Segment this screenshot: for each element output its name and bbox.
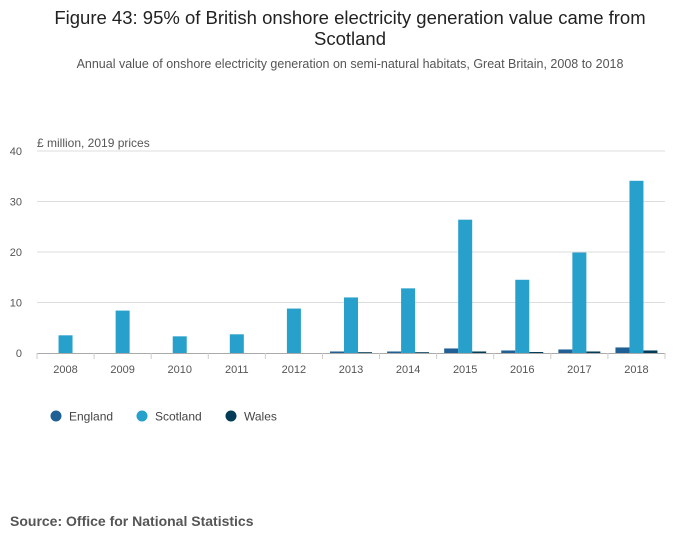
legend-swatch-scotland (136, 410, 148, 422)
bar-scotland-2018 (629, 180, 644, 353)
y-tick-label: 30 (10, 197, 22, 209)
y-axis-label: £ million, 2019 prices (37, 136, 150, 150)
x-tick-label: 2009 (110, 364, 134, 376)
x-tick-label: 2013 (339, 364, 363, 376)
bar-wales-2013 (358, 352, 372, 353)
bar-england-2015 (444, 348, 459, 353)
x-tick-label: 2018 (624, 364, 648, 376)
chart-title-line-1: Figure 43: 95% of British onshore electr… (54, 7, 646, 28)
bar-wales-2018 (643, 350, 658, 353)
bar-scotland-2015 (458, 219, 473, 353)
bar-wales-2015 (472, 351, 487, 353)
x-axis: 2008 2009 2010 2011 2012 2013 2014 2015 2016 2017… (36, 353, 666, 376)
y-tick-label: 0 (16, 348, 22, 360)
x-tick-label: 2014 (396, 364, 420, 376)
legend-label-england: England (69, 410, 113, 424)
bar-england-2018 (615, 347, 630, 353)
bar-england-2013 (330, 351, 344, 353)
bar-scotland-2009 (115, 310, 130, 353)
x-tick-label: 2008 (53, 364, 77, 376)
bar-wales-2017 (586, 351, 601, 353)
x-tick-label: 2012 (282, 364, 306, 376)
bar-england-2017 (558, 349, 573, 353)
x-tick-label: 2010 (167, 364, 191, 376)
x-tick-label: 2011 (225, 364, 249, 376)
legend-label-scotland: Scotland (155, 410, 202, 424)
x-tick-label: 2015 (453, 364, 477, 376)
y-tick-label: 10 (10, 298, 22, 310)
y-tick-label: 20 (10, 247, 22, 259)
bar-wales-2014 (415, 352, 430, 353)
x-tick-label: 2016 (510, 364, 534, 376)
source-note: Source: Office for National Statistics (10, 513, 254, 529)
bar-england-2016 (501, 350, 516, 353)
y-axis-ticks: 0 10 20 30 40 (10, 146, 22, 360)
bar-wales-2016 (529, 351, 544, 353)
legend: England Scotland Wales (50, 410, 277, 424)
bar-scotland-2017 (572, 252, 587, 353)
y-tick-label: 40 (10, 146, 22, 158)
bar-scotland-2013 (344, 297, 358, 353)
bar-scotland-2012 (286, 308, 301, 353)
chart-title: Figure 43: 95% of British onshore electr… (20, 7, 680, 49)
bar-scotland-2010 (172, 336, 187, 353)
bar-scotland-2011 (229, 334, 244, 353)
legend-swatch-wales (225, 410, 237, 422)
bar-marks (58, 180, 658, 353)
legend-swatch-england (50, 410, 62, 422)
chart-title-line-2: Scotland (314, 28, 386, 49)
bar-england-2014 (387, 351, 402, 353)
gridlines (37, 150, 665, 303)
x-tick-label: 2017 (567, 364, 591, 376)
chart-subtitle: Annual value of onshore electricity gene… (76, 57, 624, 71)
bar-scotland-2014 (401, 288, 416, 353)
legend-label-wales: Wales (244, 410, 277, 424)
bar-scotland-2008 (58, 335, 73, 353)
bar-scotland-2016 (515, 279, 530, 353)
